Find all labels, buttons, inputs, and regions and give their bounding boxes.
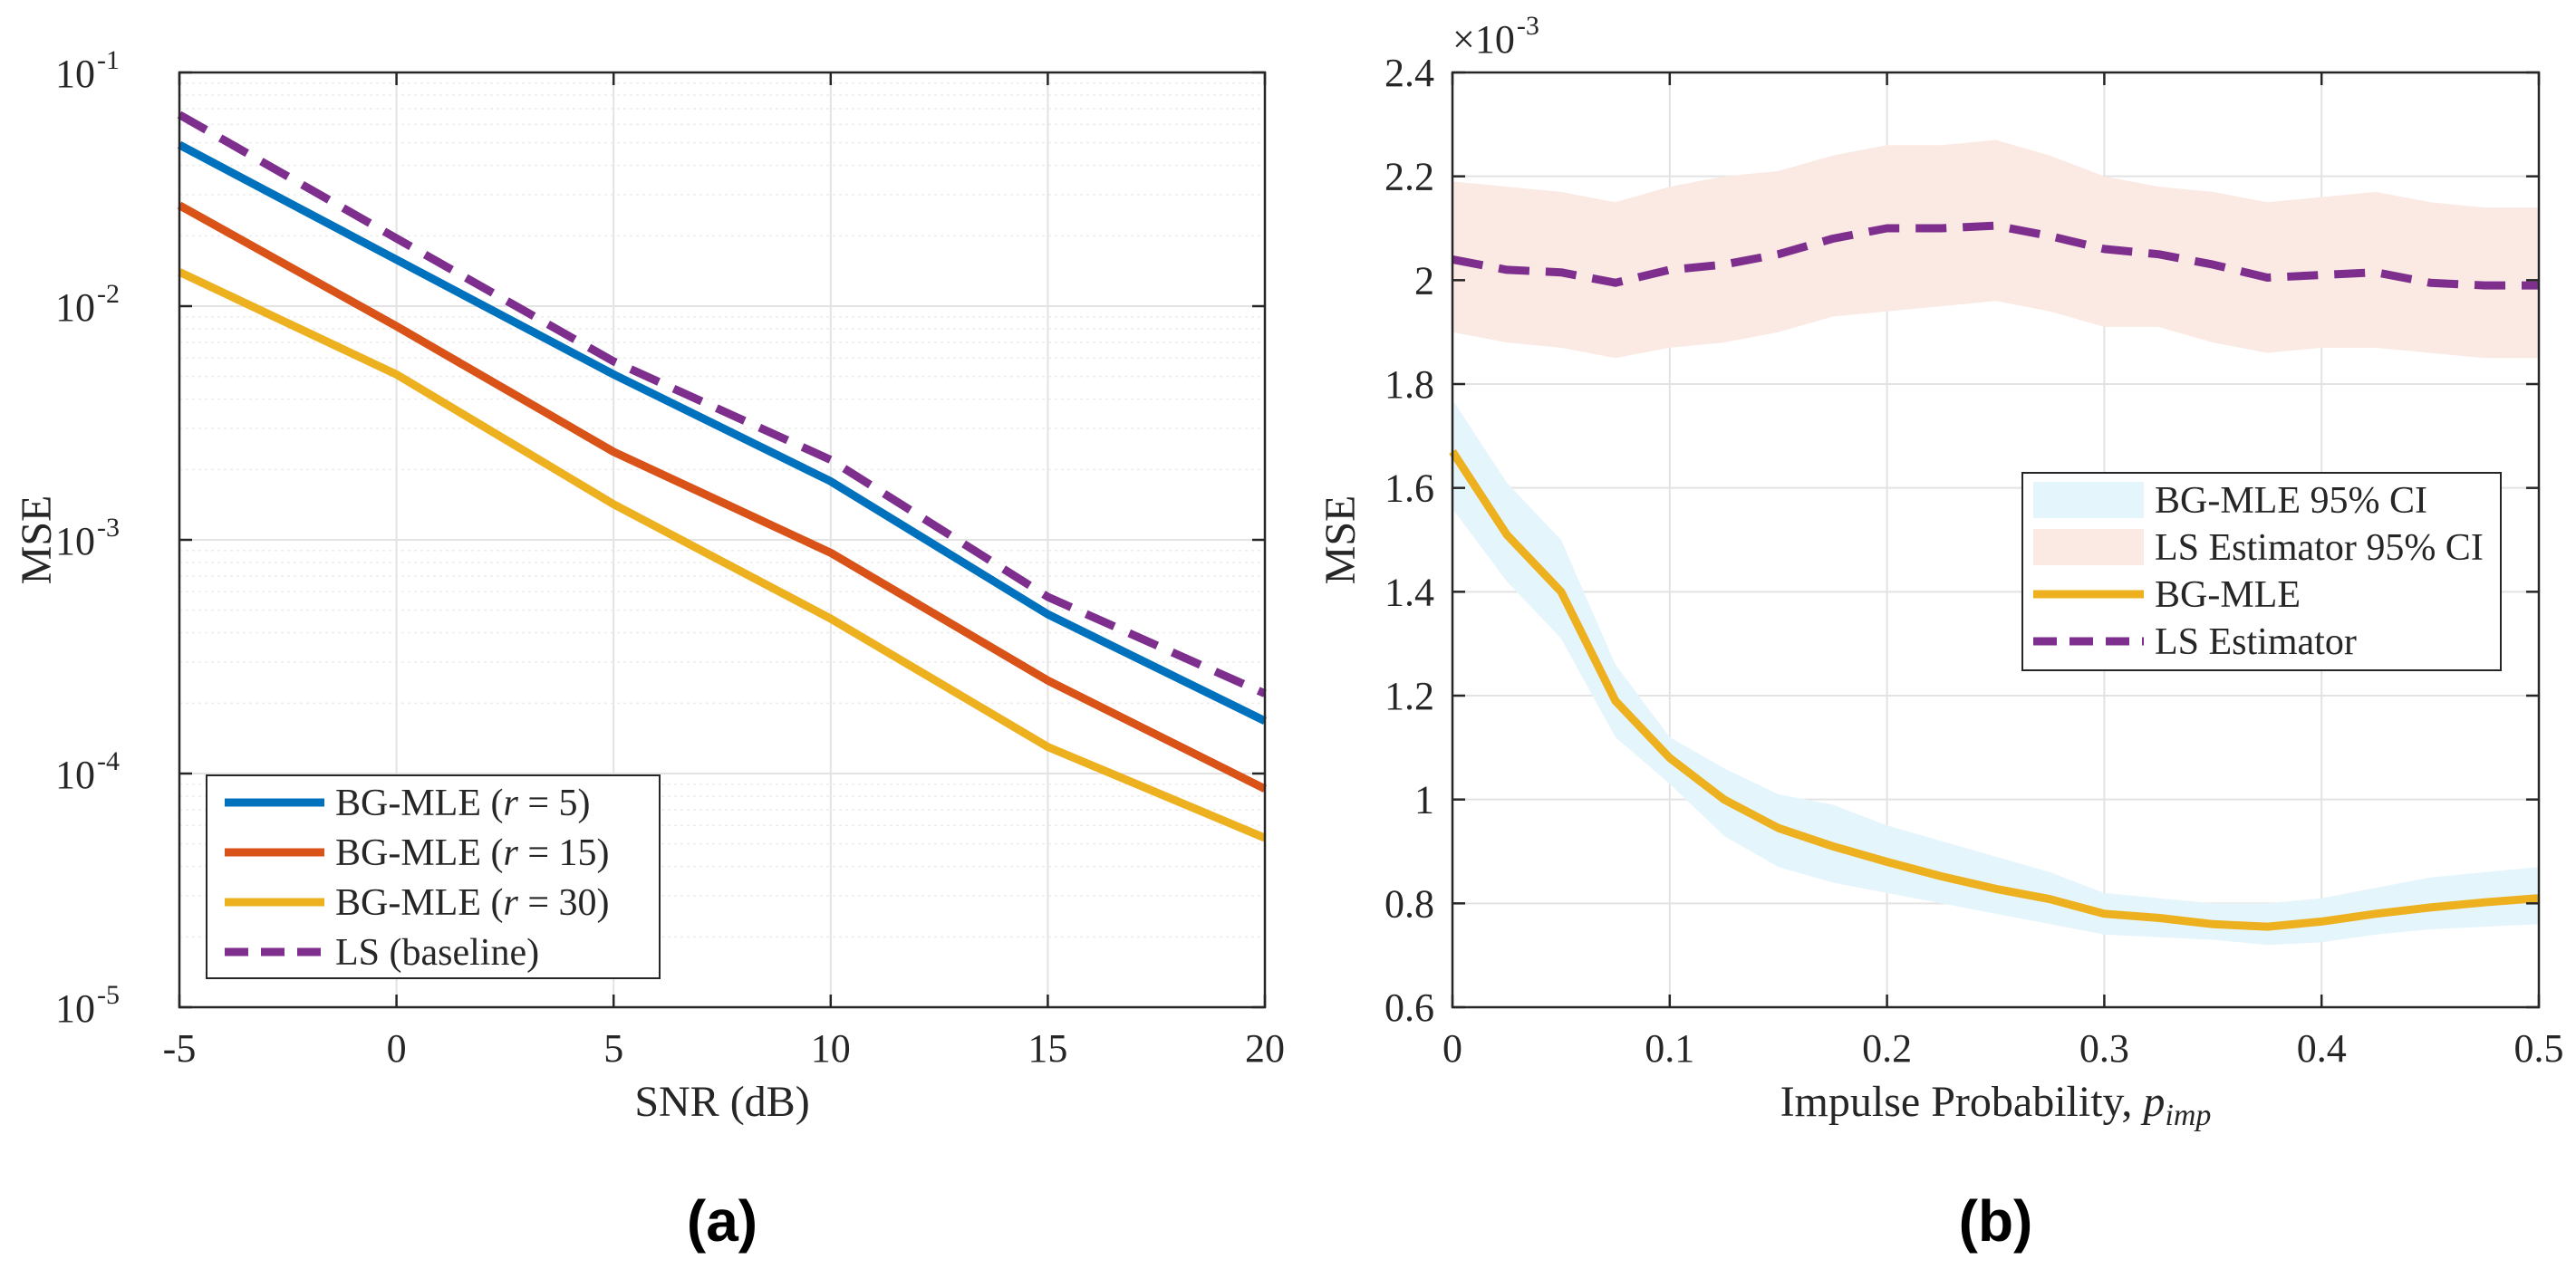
x-tick-label: 20 [1245,1026,1285,1071]
x-tick-label: 10 [811,1026,851,1071]
legend-label-var: r [503,783,518,824]
x-axis-label-sub: imp [2165,1099,2211,1132]
legend-label: LS Estimator 95% CI [2155,527,2484,569]
y-tick-label: 2.4 [1384,51,1434,95]
x-tick-label: -5 [163,1026,197,1071]
y-tick-base: 10 [55,519,95,563]
legend-label-text: BG-MLE ( [335,832,503,874]
series-line [178,268,1267,842]
legend: BG-MLE (r = 5)BG-MLE (r = 15)BG-MLE (r =… [206,774,661,979]
y-tick-exponent: -4 [97,746,120,776]
y-tick-label: 1.8 [1384,362,1434,407]
y-tick-label: 10-1 [55,45,120,96]
x-tick-label: 0 [1442,1026,1462,1071]
legend-label: BG-MLE (r = 5) [335,783,591,824]
x-tick-label: 0.3 [2079,1026,2129,1071]
y-axis-multiplier: ×10-3 [1452,11,1539,62]
y-tick-label: 10-4 [55,746,120,797]
legend-label-var: r [503,832,518,874]
y-tick-label: 10-2 [55,279,120,330]
y-tick-exponent: -5 [97,980,120,1010]
legend-label-text: = 30) [518,882,610,924]
y-axis-label: MSE [1317,495,1365,585]
legend-label: BG-MLE (r = 30) [335,882,610,924]
legend: BG-MLE 95% CI LS Estimator 95% CI BG-MLE LS… [2021,472,2502,671]
y-tick-label: 2 [1414,258,1434,303]
x-tick-label: 0.1 [1645,1026,1694,1071]
series-line [177,111,1267,697]
y-tick-base: 10 [55,285,95,330]
series-line [177,140,1267,725]
x-tick-label: 5 [603,1026,623,1071]
x-tick-label: 0.4 [2297,1026,2347,1071]
legend-label: BG-MLE (r = 15) [335,832,610,874]
y-tick-label: 1.4 [1384,570,1434,614]
x-axis-label-var: p [2140,1078,2165,1126]
legend-label: LS (baseline) [335,932,539,974]
x-tick-label: 0.2 [1862,1026,1912,1071]
panel-label-a: (a) [687,1188,757,1254]
y-tick-label: 1.6 [1384,466,1434,511]
y-tick-base: 10 [55,753,95,797]
legend-label-text: BG-MLE ( [335,783,503,824]
x-tick-label: 0 [387,1026,407,1071]
panel-label-b: (b) [1959,1188,2033,1254]
y-tick-label: 2.2 [1384,155,1434,199]
legend-label-text: BG-MLE ( [335,882,503,924]
series-line [177,201,1268,793]
series-line [1452,221,2539,290]
y-tick-exponent: -2 [97,279,120,309]
series-line [1449,449,2540,931]
multiplier-base: ×10 [1452,17,1515,62]
legend-label: BG-MLE [2155,574,2301,616]
x-tick-label: 15 [1028,1026,1067,1071]
y-tick-label: 0.8 [1384,881,1434,926]
x-tick-label: 0.5 [2514,1026,2564,1071]
y-tick-exponent: -1 [97,45,120,75]
y-tick-label: 10-3 [55,513,120,563]
chart-b: 0 0.1 0.2 0.3 0.4 0.5 0.6 0.8 1 1.2 1.4 1.6 1.8 2 2.2 2… [1317,11,2564,1254]
x-axis-label: SNR (dB) [634,1078,809,1126]
ci-band [1452,399,2539,946]
y-tick-exponent: -3 [97,513,120,543]
y-tick-label: 1 [1414,778,1434,822]
y-tick-base: 10 [55,52,95,96]
legend-label-var: r [503,882,518,924]
legend-label-text: LS (baseline) [335,932,539,974]
multiplier-exponent: -3 [1517,11,1539,41]
y-tick-label: 0.6 [1384,985,1434,1030]
x-axis-label-text: Impulse Probability, [1780,1078,2144,1126]
y-tick-label: 1.2 [1384,674,1434,718]
y-axis-label: MSE [13,495,61,585]
plot-frame [1451,71,2541,1009]
legend-label-text: = 15) [518,832,610,874]
legend-box [206,774,661,979]
y-tick-base: 10 [55,986,95,1031]
legend-swatch [2033,482,2144,518]
x-axis-label: Impulse Probability, pimp [1780,1078,2212,1132]
legend-swatch [2033,529,2144,565]
legend-label: BG-MLE 95% CI [2155,480,2427,522]
ci-band [1452,139,2539,359]
y-tick-label: 10-5 [55,980,120,1031]
legend-label: LS Estimator [2155,621,2357,663]
legend-label-text: = 5) [518,783,591,824]
